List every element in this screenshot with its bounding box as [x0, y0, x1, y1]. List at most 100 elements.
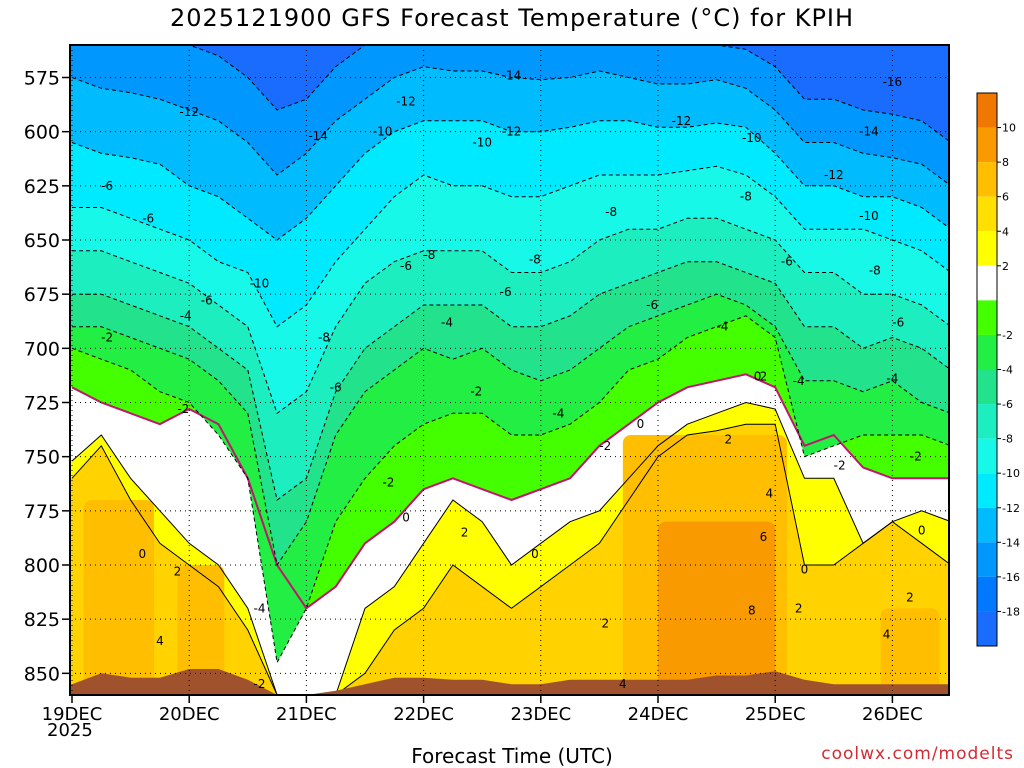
- contour-label: 4: [619, 677, 627, 691]
- isotherm-c_10: [72, 165, 949, 328]
- contour-label: -4: [180, 309, 192, 323]
- contour-label: 0: [138, 547, 146, 561]
- contour-label: -10: [859, 209, 879, 223]
- y-tick-label: 600: [24, 122, 60, 144]
- warm-core-3: [177, 565, 225, 695]
- contour-label: 2: [174, 565, 182, 579]
- y-tick-label: 725: [24, 393, 60, 415]
- isotherm-c4: [71, 423, 949, 695]
- contour-label: -4: [254, 601, 266, 615]
- colorbar-swatch: [977, 438, 997, 474]
- contour-label: -2: [834, 458, 846, 472]
- grid-layer: [70, 45, 949, 695]
- y-tick-label: 675: [24, 284, 60, 306]
- x-axis-title: Forecast Time (UTC): [411, 744, 613, 768]
- x-tick-label: 23DEC: [510, 704, 571, 725]
- colorbar-label: -14: [1002, 536, 1020, 549]
- y-tick-label: 850: [24, 663, 60, 685]
- contour-label: 0: [918, 523, 926, 537]
- colorbar-label: -12: [1002, 502, 1020, 515]
- contour-label: 0: [801, 562, 809, 576]
- contour-label: -6: [201, 294, 213, 308]
- x-tick-label: 22DEC: [393, 704, 454, 725]
- x-tick-label: 25DEC: [745, 704, 806, 725]
- contour-label: 2: [795, 601, 803, 615]
- colorbar-label: -4: [1002, 364, 1013, 377]
- contour-label: 0: [402, 510, 410, 524]
- contour-label: 2: [461, 526, 469, 540]
- contour-label: -2: [599, 439, 611, 453]
- contour-label: -10: [472, 136, 492, 150]
- colorbar-label: 6: [1002, 191, 1009, 204]
- contour-label: -6: [892, 315, 904, 329]
- colorbar-swatch: [977, 127, 997, 163]
- x-tick-label: 26DEC: [862, 704, 923, 725]
- contour-label: 4: [766, 487, 774, 501]
- warm-core-1: [658, 521, 776, 695]
- contour-label: -12: [396, 94, 416, 108]
- credit-link[interactable]: coolwx.com/modelts: [821, 744, 1014, 764]
- colorbar-swatch: [977, 404, 997, 439]
- contour-label: -8: [740, 190, 752, 204]
- colorbar-swatch: [977, 265, 997, 301]
- isotherm-c0: [71, 373, 949, 610]
- isotherm-c_12: [71, 120, 949, 241]
- colorbar-swatch: [977, 93, 997, 128]
- contour-label: 2: [601, 617, 609, 631]
- colorbar-label: -8: [1002, 433, 1013, 446]
- contour-label: -14: [308, 129, 328, 143]
- isotherm-c_8: [72, 217, 949, 415]
- y-axis: 575 600 625 650 675 700 725 750 775 800 825 850: [24, 68, 70, 685]
- y-tick-label: 650: [24, 230, 60, 252]
- isotherm-c_2: [71, 315, 949, 665]
- contour-label: -10: [373, 125, 393, 139]
- contour-label: 8: [748, 604, 756, 618]
- contour-label: -6: [500, 285, 512, 299]
- contour-label: -4: [886, 372, 898, 386]
- x-tick-label: 21DEC: [276, 704, 337, 725]
- contour-label: 4: [883, 627, 891, 641]
- plot-frame: [69, 44, 950, 696]
- contour-label: -6: [400, 259, 412, 273]
- colorbar-label: -10: [1002, 467, 1020, 480]
- contour-label: 2: [760, 370, 768, 384]
- contour-label: -8: [605, 205, 617, 219]
- isotherm-c_14: [71, 66, 949, 185]
- x-axis-year-label: 2025: [47, 720, 93, 741]
- colorbar-label: -6: [1002, 398, 1013, 411]
- y-tick-label: 750: [24, 447, 60, 469]
- colorbar-label: 8: [1002, 156, 1009, 169]
- contour-label: 0: [531, 547, 539, 561]
- colorbar-swatch: [977, 196, 997, 232]
- contour-label: -2: [254, 677, 266, 691]
- colorbar-swatch: [977, 576, 997, 612]
- contour-label: -10: [742, 131, 762, 145]
- colorbar-label: -16: [1002, 571, 1020, 584]
- x-tick-label: 24DEC: [628, 704, 689, 725]
- contour-label: -12: [824, 168, 844, 182]
- colorbar-swatch: [977, 231, 997, 266]
- contour-label: -12: [179, 105, 199, 119]
- colorbar: 10 8 6 4 2 -2 -4 -6 -8 -10 -12 -14 -16 -18: [976, 92, 1020, 647]
- contour-label: -4: [441, 315, 453, 329]
- contour-label: -8: [869, 263, 881, 277]
- contour-label: 0: [754, 370, 762, 384]
- contour-label: -16: [883, 75, 903, 89]
- colorbar-swatch: [977, 507, 997, 543]
- contour-label: -8: [318, 331, 330, 345]
- colorbar-swatch: [977, 162, 997, 197]
- colorbar-swatch: [977, 300, 997, 335]
- colorbar-swatch: [977, 334, 997, 370]
- colorbar-label: 10: [1002, 122, 1016, 135]
- colorbar-swatch: [977, 369, 997, 405]
- contour-label: -2: [101, 331, 113, 345]
- isotherm-line-layer: [71, 45, 949, 695]
- isotherm-c2: [71, 401, 949, 695]
- temperature-fill-layer: [70, 45, 949, 695]
- x-tick-label: 19DEC: [42, 704, 103, 725]
- contour-label: -2: [470, 385, 482, 399]
- colorbar-swatch: [977, 611, 997, 646]
- warm-core-2: [83, 500, 155, 695]
- contour-label: -6: [330, 380, 342, 394]
